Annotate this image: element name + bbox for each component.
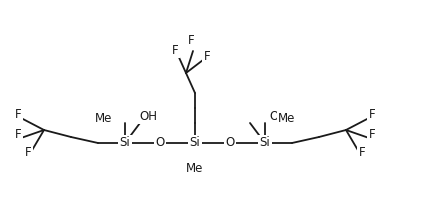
Text: F: F [204, 49, 210, 63]
Text: F: F [172, 44, 178, 56]
Text: Si: Si [260, 136, 270, 150]
Text: Me: Me [95, 111, 112, 124]
Text: OH: OH [269, 109, 287, 123]
Text: Me: Me [186, 162, 204, 175]
Text: F: F [369, 109, 375, 121]
Text: F: F [369, 128, 375, 141]
Text: Me: Me [278, 111, 295, 124]
Text: Si: Si [120, 136, 130, 150]
Text: F: F [187, 34, 194, 46]
Text: F: F [359, 146, 366, 160]
Text: Si: Si [190, 136, 200, 150]
Text: F: F [15, 109, 22, 121]
Text: F: F [15, 128, 22, 141]
Text: OH: OH [139, 109, 157, 123]
Text: O: O [155, 136, 165, 150]
Text: F: F [25, 146, 31, 160]
Text: O: O [225, 136, 235, 150]
